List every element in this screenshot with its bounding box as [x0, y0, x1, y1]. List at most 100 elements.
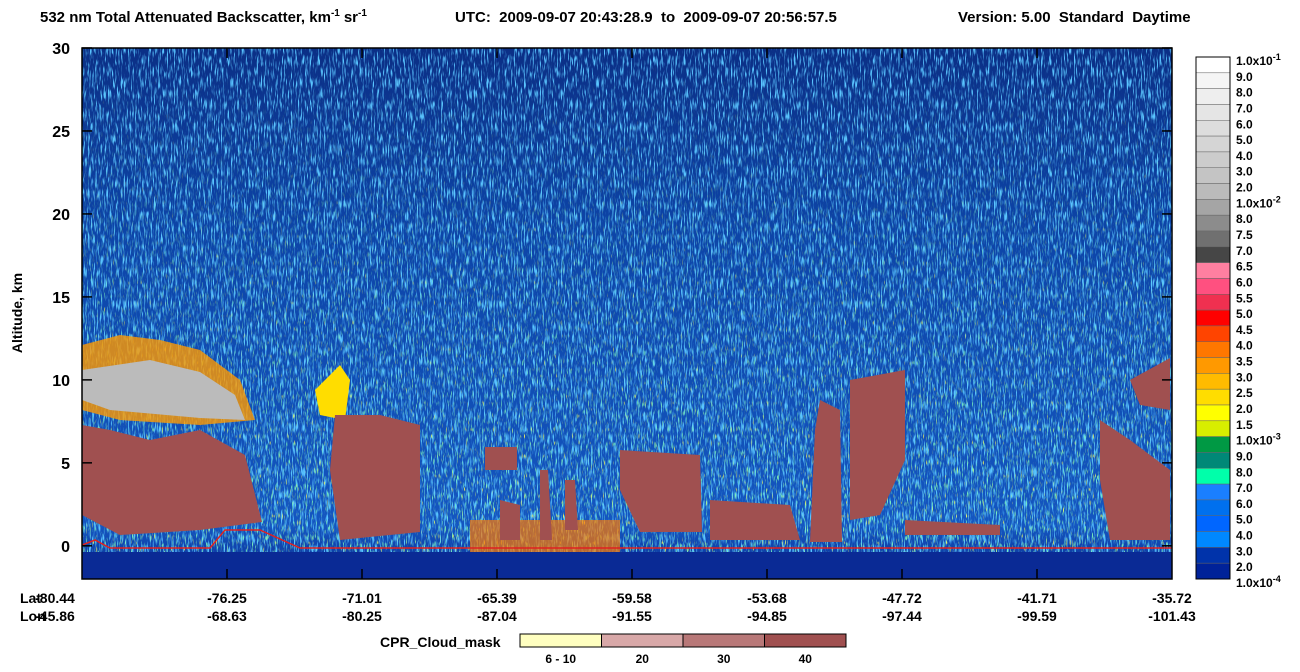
- colorbar-label: 3.5: [1236, 355, 1253, 369]
- colorbar-label: 2.0: [1236, 560, 1253, 574]
- cpr-legend-box: [764, 633, 847, 648]
- title-unit: sr: [344, 9, 358, 26]
- colorbar-label-exp: -3: [1273, 432, 1281, 442]
- x-tick-label: -35.72: [1152, 590, 1192, 606]
- colorbar-box: [1195, 452, 1231, 469]
- title-exp: -1: [358, 8, 367, 19]
- y-tick-label: 20: [52, 207, 70, 224]
- colorbar-box: [1195, 562, 1231, 580]
- colorbar-box: [1195, 230, 1231, 248]
- colorbar-label: 8.0: [1236, 86, 1253, 100]
- colorbar-label: 1.5: [1236, 418, 1253, 432]
- x-tick-label: -47.72: [882, 590, 922, 606]
- colorbar-box: [1195, 388, 1231, 406]
- colorbar-box: [1195, 420, 1231, 437]
- colorbar-box: [1195, 404, 1231, 422]
- colorbar-label: 1.0x10-3: [1236, 432, 1281, 448]
- version: Version: 5.00 Standard Daytime: [958, 9, 1191, 26]
- x-row-name: Lon: [20, 608, 46, 624]
- colorbar-box: [1195, 262, 1231, 279]
- colorbar-label: 6.0: [1236, 117, 1253, 131]
- cpr-legend-label: 40: [799, 652, 813, 666]
- cloud-mask: [82, 358, 1170, 542]
- colorbar-label: 5.0: [1236, 307, 1253, 321]
- colorbar-label: 4.0: [1236, 339, 1253, 353]
- colorbar-label-base: 1.0x10: [1236, 54, 1273, 68]
- chart-title: 532 nm Total Attenuated Backscatter, km-…: [40, 8, 367, 26]
- colorbar-label: 3.0: [1236, 544, 1253, 558]
- cpr-legend-label: 30: [717, 652, 731, 666]
- colorbar-label: 5.0: [1236, 133, 1253, 147]
- x-tick-label: -68.63: [207, 608, 247, 624]
- colorbar-box: [1195, 294, 1231, 311]
- colorbar-box: [1195, 341, 1231, 358]
- colorbar-box: [1195, 135, 1231, 153]
- cpr-legend-box: [601, 633, 684, 648]
- colorbar-label: 1.0x10-1: [1236, 52, 1281, 68]
- colorbar-label: 5.0: [1236, 513, 1253, 527]
- colorbar-box: [1195, 357, 1231, 374]
- colorbar-label: 9.0: [1236, 70, 1253, 84]
- colorbar-label: 1.0x10-4: [1236, 574, 1281, 590]
- colorbar-box: [1195, 436, 1231, 453]
- colorbar-box: [1195, 373, 1231, 390]
- x-tick-label: -80.25: [342, 608, 382, 624]
- title-text: 532 nm Total Attenuated Backscatter, km: [40, 9, 331, 26]
- x-tick-label: -97.44: [882, 608, 922, 624]
- x-tick-label: -59.58: [612, 590, 652, 606]
- colorbar-label: 7.0: [1236, 101, 1253, 115]
- cpr-legend-label: 20: [636, 652, 650, 666]
- colorbar-label: 4.5: [1236, 323, 1253, 337]
- colorbar-box: [1195, 56, 1231, 74]
- colorbar-box: [1195, 468, 1231, 485]
- colorbar-box: [1195, 515, 1231, 532]
- y-tick-label: 0: [61, 539, 70, 556]
- y-tick-label: 25: [52, 124, 70, 141]
- colorbar-box: [1195, 72, 1231, 89]
- colorbar-box: [1195, 104, 1231, 121]
- x-tick-label: -45.86: [35, 608, 75, 624]
- x-tick-label: -91.55: [612, 608, 652, 624]
- x-tick-label: -65.39: [477, 590, 517, 606]
- utc-range: UTC: 2009-09-07 20:43:28.9 to 2009-09-07…: [455, 9, 837, 26]
- x-tick-label: -99.59: [1017, 608, 1057, 624]
- colorbar-label: 3.0: [1236, 165, 1253, 179]
- colorbar-label-exp: -1: [1273, 52, 1281, 62]
- colorbar-label: 1.0x10-2: [1236, 194, 1281, 210]
- x-tick-label: -41.71: [1017, 590, 1057, 606]
- colorbar-box: [1195, 278, 1231, 295]
- surface: [82, 529, 1172, 549]
- colorbar-box: [1195, 88, 1231, 105]
- colorbar-label: 4.0: [1236, 149, 1253, 163]
- cloud-ice: [82, 360, 245, 420]
- colorbar-box: [1195, 483, 1231, 501]
- colorbar-label: 2.0: [1236, 402, 1253, 416]
- colorbar-label-base: 1.0x10: [1236, 434, 1273, 448]
- colorbar-frame: [1195, 56, 1231, 580]
- colorbar-box: [1195, 183, 1231, 200]
- cpr-legend-box: [682, 633, 765, 648]
- colorbar-label: 6.0: [1236, 275, 1253, 289]
- x-tick-label: -53.68: [747, 590, 787, 606]
- y-axis-label: Altitude, km: [9, 273, 25, 353]
- cpr-legend-box: [519, 633, 602, 648]
- colorbar-label: 6.0: [1236, 497, 1253, 511]
- colorbar-label: 2.0: [1236, 181, 1253, 195]
- title-exp: -1: [331, 8, 340, 19]
- colorbar-box: [1195, 246, 1231, 263]
- x-tick-label: -101.43: [1148, 608, 1196, 624]
- subsurface: [82, 552, 1172, 579]
- colorbar-label: 7.0: [1236, 244, 1253, 258]
- plot-frame: [81, 47, 1173, 580]
- colorbar-box: [1195, 167, 1231, 184]
- colorbar-box: [1195, 325, 1231, 342]
- y-tick-label: 5: [61, 456, 70, 473]
- colorbar-label: 8.0: [1236, 212, 1253, 226]
- colorbar-label-base: 1.0x10: [1236, 576, 1273, 590]
- backscatter-field: [82, 48, 1172, 579]
- colorbar-label-exp: -4: [1273, 574, 1281, 584]
- y-tick-label: 30: [52, 41, 70, 58]
- colorbar-label: 2.5: [1236, 386, 1253, 400]
- colorbar-label: 4.0: [1236, 529, 1253, 543]
